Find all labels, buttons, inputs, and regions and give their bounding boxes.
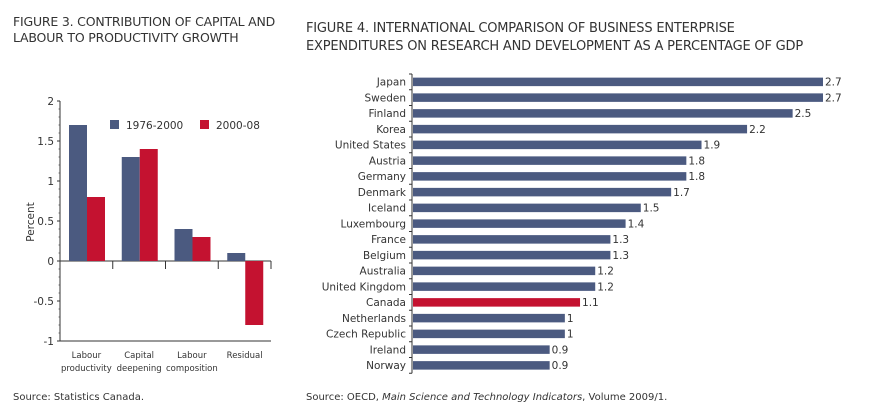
bar-norway	[413, 361, 550, 370]
category-label: Germany	[358, 171, 406, 183]
category-label: Finland	[368, 108, 406, 120]
category-label: Ireland	[370, 344, 406, 356]
figure4-title-line1: FIGURE 4. INTERNATIONAL COMPARISON OF BU…	[306, 21, 735, 36]
data-label: 1	[567, 329, 574, 341]
category-label: Sweden	[365, 92, 407, 104]
figure4-title: FIGURE 4. INTERNATIONAL COMPARISON OF BU…	[306, 20, 866, 56]
category-label: Luxembourg	[341, 218, 406, 230]
bar-austria	[413, 156, 687, 165]
data-label: 1.5	[643, 203, 660, 215]
category-label: Czech Republic	[326, 329, 406, 341]
bar-2000-08	[87, 197, 105, 261]
bar-1976-2000	[174, 229, 193, 261]
category-label: composition	[166, 364, 218, 374]
y-tick-label: -0.5	[34, 296, 55, 308]
category-label: Japan	[376, 77, 406, 89]
bar-finland	[413, 109, 793, 118]
category-label: Netherlands	[342, 313, 406, 325]
data-label: 1.8	[688, 171, 705, 183]
data-label: 1.2	[597, 266, 614, 278]
y-tick-label: 1	[47, 176, 54, 188]
data-label: 1.7	[673, 187, 690, 199]
bar-united-kingdom	[413, 282, 596, 291]
data-label: 1.2	[597, 281, 614, 293]
category-label: Denmark	[358, 187, 407, 199]
figure3-chart: 2 1.5 1 0.5 0 -0.5 -1 Labour productivity Capital…	[25, 96, 272, 374]
data-label: 0.9	[552, 360, 569, 372]
data-label: 1.8	[688, 155, 705, 167]
legend-swatch	[200, 120, 209, 129]
category-label: Australia	[360, 266, 406, 278]
figure3-title: FIGURE 3. CONTRIBUTION OF CAPITAL AND LA…	[13, 14, 276, 45]
y-tick-label: 0.5	[37, 216, 54, 228]
data-label: 2.7	[825, 92, 842, 104]
bar-1976-2000	[227, 253, 246, 261]
data-label: 1	[567, 313, 574, 325]
category-label: Residual	[227, 351, 263, 361]
bar-germany	[413, 172, 687, 181]
category-label: Norway	[366, 360, 406, 372]
figure4-chart: Japan 2.7 Sweden 2.7 Finland 2.5 Korea 2.2 Unite…	[322, 73, 842, 374]
source-title: Main Science and Technology Indicators	[382, 392, 583, 403]
bar-2000-08	[139, 149, 158, 261]
bar-france	[413, 235, 611, 244]
data-label: 2.2	[749, 124, 766, 136]
data-label: 1.3	[612, 234, 629, 246]
data-label: 0.9	[552, 344, 569, 356]
bar-ireland	[413, 345, 550, 354]
category-label: Labour	[177, 351, 207, 361]
data-label: 2.5	[795, 108, 812, 120]
data-label: 2.7	[825, 77, 842, 89]
category-label: United States	[335, 140, 406, 152]
source-prefix: Source: OECD,	[306, 392, 383, 403]
category-label: United Kingdom	[322, 281, 406, 293]
bar-2000-08	[245, 261, 264, 325]
legend-label: 1976-2000	[126, 120, 183, 132]
figure4-source: Source: OECD, Main Science and Technolog…	[306, 392, 667, 403]
bar-denmark	[413, 187, 672, 197]
bar-1976-2000	[121, 157, 140, 261]
data-label: 1.1	[582, 297, 599, 309]
y-tick-label: -1	[44, 336, 54, 348]
figure3-source: Source: Statistics Canada.	[13, 392, 145, 403]
y-tick-label: 1.5	[37, 136, 54, 148]
bar-united-states	[413, 140, 702, 150]
bar-sweden	[413, 93, 823, 102]
bar-czech-republic	[413, 329, 565, 339]
bar-luxembourg	[413, 219, 626, 228]
bar-australia	[413, 266, 596, 276]
category-label: productivity	[61, 364, 112, 374]
bar-iceland	[413, 203, 641, 213]
bar-1976-2000	[69, 125, 87, 261]
source-suffix: , Volume 2009/1.	[582, 392, 668, 403]
category-label: Iceland	[368, 203, 406, 215]
bar-canada	[413, 298, 581, 307]
legend-swatch	[110, 120, 119, 129]
category-label: Canada	[366, 297, 406, 309]
category-label: Austria	[369, 155, 406, 167]
category-label: deepening	[117, 364, 162, 374]
category-label: Korea	[376, 124, 406, 136]
y-tick-label: 2	[47, 96, 54, 108]
data-label: 1.4	[628, 218, 645, 230]
category-label: Labour	[72, 351, 102, 361]
data-label: 1.9	[704, 140, 721, 152]
y-axis-label: Percent	[25, 202, 37, 242]
bar-netherlands	[413, 313, 565, 323]
bar-belgium	[413, 250, 611, 260]
bar-japan	[413, 77, 823, 87]
category-label: Capital	[124, 351, 154, 361]
y-tick-label: 0	[47, 256, 54, 268]
figure4-title-line2: EXPENDITURES ON RESEARCH AND DEVELOPMENT…	[306, 39, 804, 54]
legend-label: 2000-08	[216, 120, 260, 132]
category-label: Belgium	[363, 250, 406, 262]
bar-korea	[413, 124, 748, 134]
data-label: 1.3	[612, 250, 629, 262]
bar-2000-08	[192, 237, 211, 261]
category-label: France	[371, 234, 406, 246]
